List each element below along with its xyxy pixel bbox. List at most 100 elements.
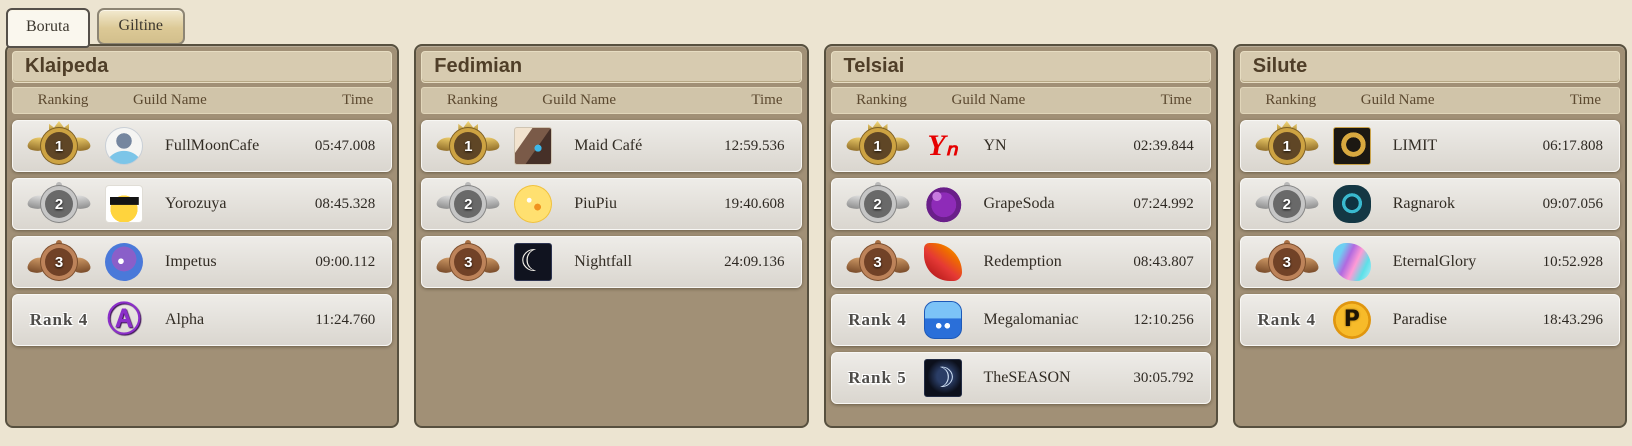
medal-crown-icon	[465, 182, 472, 188]
city-title: Silute	[1239, 51, 1620, 83]
guild-emblem-icon: Yₙ	[924, 127, 962, 165]
time-column-header: Time	[1569, 92, 1601, 108]
guild-time: 07:24.992	[1133, 195, 1194, 212]
guild-emblem-icon	[1332, 185, 1371, 223]
guild-name: FullMoonCafe	[165, 137, 260, 154]
guild-ranking-row: 3 ☾ Nightfall 24:09.136	[421, 236, 802, 288]
guild-time: 09:07.056	[1542, 195, 1603, 212]
guild-time: 10:52.928	[1542, 253, 1603, 270]
guild-emblem-icon: ☾	[514, 243, 553, 281]
medal-wing-right-icon	[69, 135, 92, 153]
medal-wing-right-icon	[479, 255, 501, 275]
guild-emblem-icon	[1332, 127, 1371, 165]
guild-name: Maid Café	[574, 137, 643, 154]
rank-cell: 3	[422, 240, 514, 284]
guild-name: Megalomaniac	[983, 311, 1079, 328]
guild-ranking-row: 1 LIMIT 06:17.808	[1239, 120, 1620, 172]
rank-cell: 3	[1241, 240, 1333, 284]
ranking-column-header: Ranking	[856, 92, 907, 108]
medal-crown-icon	[1283, 240, 1290, 246]
guild-name: YN	[983, 137, 1007, 154]
guild-emblem-glyph: P	[1343, 307, 1360, 332]
city-title: Telsiai	[830, 51, 1211, 83]
guild-time: 08:45.328	[314, 195, 376, 212]
medal-crown-icon	[867, 121, 888, 132]
guild-time: 11:24.760	[315, 311, 376, 328]
guild-name: EternalGlory	[1392, 253, 1477, 270]
guild-ranking-row: 2 GrapeSoda 07:24.992	[830, 178, 1211, 230]
guild-ranking-row: Rank 5 ☽ TheSEASON 30:05.792	[830, 352, 1211, 404]
guild-time: 02:39.844	[1133, 137, 1194, 154]
guild-battle-leaderboard: Boruta Giltine Klaipeda Ranking Guild Nam…	[0, 0, 1632, 428]
rank-cell: 1	[13, 121, 105, 168]
rank-cell: Rank 4	[1241, 310, 1333, 330]
city-panel: Klaipeda Ranking Guild Name Time 1 FullM…	[5, 44, 400, 428]
rank-cell: Rank 4	[13, 310, 105, 330]
guild-emblem-icon	[514, 185, 553, 223]
medal-crown-icon	[49, 121, 69, 132]
guild-emblem-glyph: Yₙ	[927, 129, 958, 162]
guild-ranking-row: 1 FullMoonCafe 05:47.008	[12, 120, 393, 172]
guild-emblem-icon	[105, 243, 143, 281]
guild-name-column-header: Guild Name	[1360, 92, 1435, 108]
medal-crown-icon	[874, 240, 881, 246]
gold-medal-icon: 1	[26, 121, 92, 168]
guild-name: TheSEASON	[983, 369, 1071, 386]
guild-time: 12:10.256	[1133, 311, 1194, 328]
guild-name-column-header: Guild Name	[542, 92, 616, 108]
guild-emblem-glyph: Ⓐ	[107, 301, 141, 339]
tab-giltine[interactable]: Giltine	[96, 8, 185, 45]
medal-rank-number: 1	[1272, 132, 1301, 160]
table-header: Ranking Guild Name Time	[1239, 87, 1620, 114]
guild-emblem-icon: Ⓐ	[105, 301, 143, 339]
rank-cell: 3	[832, 240, 924, 284]
silver-medal-icon: 2	[1254, 182, 1319, 226]
guild-ranking-row: 1 Yₙ YN 02:39.844	[830, 120, 1211, 172]
guild-time: 08:43.807	[1133, 253, 1194, 270]
medal-crown-icon	[56, 240, 62, 246]
guild-time: 05:47.008	[314, 137, 376, 154]
rank-label: Rank 5	[848, 368, 907, 387]
medal-crown-icon	[56, 182, 62, 188]
medal-wing-right-icon	[888, 135, 910, 153]
medal-rank-number: 3	[45, 248, 73, 276]
city-panels: Klaipeda Ranking Guild Name Time 1 FullM…	[5, 44, 1627, 428]
guild-ranking-row: 2 PiuPiu 19:40.608	[421, 178, 802, 230]
medal-rank-number: 1	[863, 132, 892, 160]
city-panel: Silute Ranking Guild Name Time 1 LIMIT 0…	[1232, 44, 1627, 428]
guild-name: Yorozuya	[165, 195, 227, 212]
medal-rank-number: 3	[1272, 248, 1301, 276]
time-column-header: Time	[1160, 92, 1192, 108]
city-panel: Telsiai Ranking Guild Name Time 1 Yₙ YN …	[823, 44, 1218, 428]
rank-cell: 2	[1241, 182, 1333, 226]
rank-cell: Rank 4	[832, 310, 924, 330]
guild-ranking-row: 3 EternalGlory 10:52.928	[1239, 236, 1620, 288]
ranking-rows: 1 LIMIT 06:17.808 2 Ragnarok 09:07.056 3…	[1239, 120, 1620, 346]
guild-ranking-row: 3 Redemption 08:43.807	[830, 236, 1211, 288]
guild-time: 12:59.536	[724, 137, 785, 154]
silver-medal-icon: 2	[26, 182, 92, 226]
guild-ranking-row: 2 Yorozuya 08:45.328	[12, 178, 393, 230]
tab-boruta[interactable]: Boruta	[6, 8, 90, 48]
guild-ranking-row: Rank 4 Ⓐ Alpha 11:24.760	[12, 294, 393, 346]
guild-name: LIMIT	[1392, 137, 1438, 154]
guild-name-column-header: Guild Name	[951, 92, 1026, 108]
rank-cell: 1	[1241, 121, 1333, 168]
guild-emblem-icon: ☽	[923, 359, 962, 397]
rank-cell: 2	[422, 182, 514, 226]
medal-rank-number: 1	[454, 132, 483, 160]
time-column-header: Time	[342, 92, 374, 108]
medal-crown-icon	[465, 240, 472, 246]
medal-rank-number: 2	[1272, 190, 1301, 218]
ranking-rows: 1 FullMoonCafe 05:47.008 2 Yorozuya 08:4…	[12, 120, 393, 346]
guild-ranking-row: Rank 4 P Paradise 18:43.296	[1239, 294, 1620, 346]
medal-wing-right-icon	[888, 193, 910, 211]
guild-time: 24:09.136	[724, 253, 785, 270]
guild-emblem-icon	[923, 243, 962, 281]
medal-wing-right-icon	[479, 135, 501, 153]
guild-emblem-glyph: ☽	[929, 361, 956, 394]
guild-ranking-row: 3 Impetus 09:00.112	[12, 236, 393, 288]
server-tabs: Boruta Giltine	[0, 0, 1632, 48]
rank-cell: 2	[13, 182, 105, 226]
gold-medal-icon: 1	[845, 121, 910, 168]
